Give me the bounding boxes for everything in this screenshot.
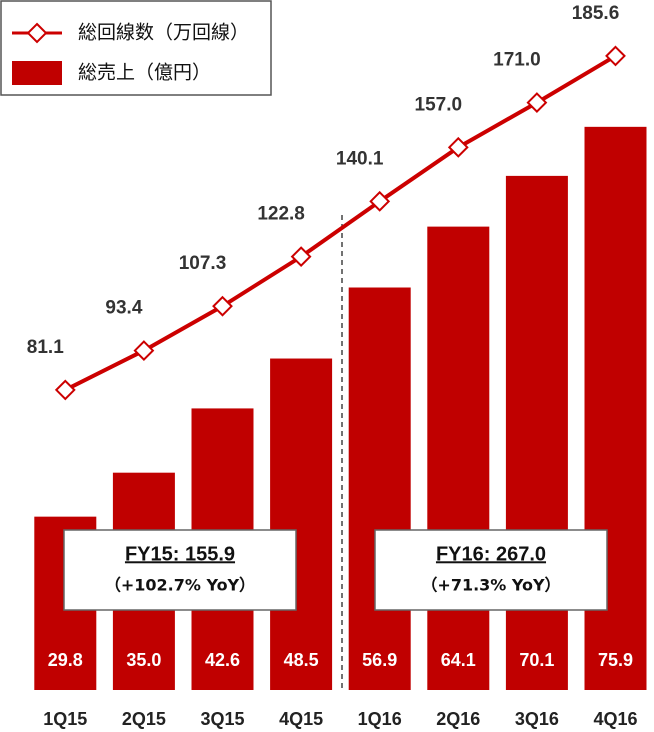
bar-value-label: 70.1 [519, 650, 554, 670]
legend-swatch [12, 61, 62, 85]
bar-value-label: 35.0 [126, 650, 161, 670]
annotation-box [63, 529, 297, 611]
x-tick-label: 1Q16 [358, 709, 402, 729]
line-value-label: 107.3 [179, 253, 227, 274]
x-tick-label: 4Q15 [279, 709, 323, 729]
line-marker [133, 340, 155, 362]
line-value-label: 93.4 [105, 298, 142, 319]
legend-label: 総回線数（万回線） [78, 22, 249, 44]
annotation-subtitle: （+71.3% YoY） [421, 576, 560, 595]
legend-marker [26, 22, 48, 44]
line-marker [369, 190, 391, 212]
bar [270, 358, 333, 690]
bar-value-label: 29.8 [48, 650, 83, 670]
line-value-label: 185.6 [572, 3, 620, 24]
annotation-title: FY16: 267.0 [436, 543, 546, 565]
line-value-label: 81.1 [27, 337, 64, 358]
line-marker [54, 379, 76, 401]
x-tick-label: 3Q15 [200, 709, 244, 729]
line-marker [605, 45, 626, 67]
legend-box [0, 0, 272, 96]
legend-label: 総売上（億円） [78, 62, 211, 84]
bar-value-label: 42.6 [205, 650, 240, 670]
line-marker [212, 295, 233, 317]
bar [505, 175, 568, 691]
bar [427, 226, 490, 690]
x-tick-label: 2Q16 [436, 709, 480, 729]
line-marker [447, 136, 469, 158]
x-tick-label: 1Q15 [43, 709, 87, 729]
line-marker [526, 92, 548, 114]
annotation-subtitle: （+102.7% YoY） [105, 576, 255, 595]
annotation-title: FY15: 155.9 [125, 543, 235, 565]
bar-value-label: 48.5 [284, 650, 319, 670]
bar-value-label: 56.9 [362, 650, 397, 670]
bar-value-label: 64.1 [441, 650, 476, 670]
annotation-box [374, 529, 608, 611]
line-value-label: 171.0 [493, 50, 541, 71]
x-tick-label: 2Q15 [122, 709, 166, 729]
x-tick-label: 4Q16 [593, 709, 637, 729]
x-tick-label: 3Q16 [515, 709, 559, 729]
line-value-label: 157.0 [415, 94, 463, 115]
line-marker [290, 246, 312, 268]
bar [348, 287, 411, 690]
line-value-label: 140.1 [336, 148, 384, 169]
line-series [64, 54, 617, 392]
line-value-label: 122.8 [257, 204, 305, 225]
bar-value-label: 75.9 [598, 650, 633, 670]
